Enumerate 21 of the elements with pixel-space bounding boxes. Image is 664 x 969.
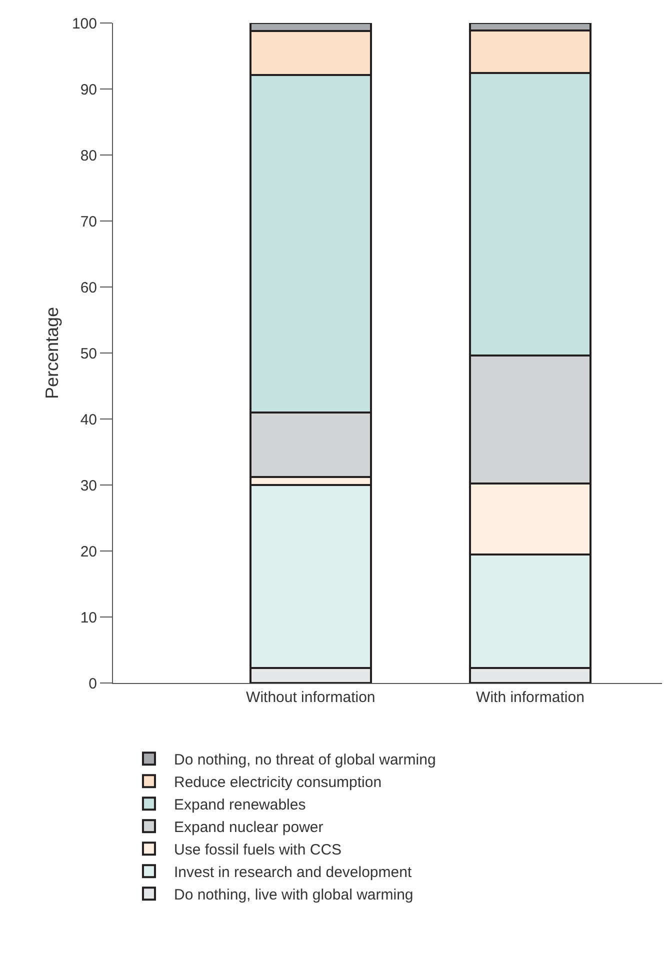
y-tick-label: 80 [80, 147, 97, 164]
legend-label: Expand nuclear power [174, 819, 324, 836]
y-tick-label: 100 [72, 15, 97, 32]
y-axis-title: Percentage [42, 306, 62, 400]
y-tick-label: 60 [80, 279, 97, 296]
legend-label: Use fossil fuels with CCS [174, 842, 342, 858]
legend-label: Reduce electricity consumption [174, 774, 382, 791]
y-tick-label: 90 [80, 81, 97, 98]
y-tick-label: 70 [80, 213, 97, 230]
legend-label: Expand renewables [174, 796, 306, 814]
x-tick-label: Without information [246, 689, 376, 706]
legend-label: Do nothing, no threat of global warming [174, 752, 436, 768]
x-tick-label: With information [476, 689, 584, 706]
y-tick-label: 10 [80, 609, 97, 626]
y-tick-label: 30 [80, 477, 97, 494]
y-tick-label: 40 [80, 411, 97, 428]
y-tick-label: 50 [80, 345, 97, 362]
y-tick-label: 0 [88, 675, 97, 692]
legend-label: Invest in research and development [174, 864, 412, 881]
legend-label: Do nothing, live with global warming [174, 886, 414, 904]
y-tick-label: 20 [80, 543, 97, 560]
